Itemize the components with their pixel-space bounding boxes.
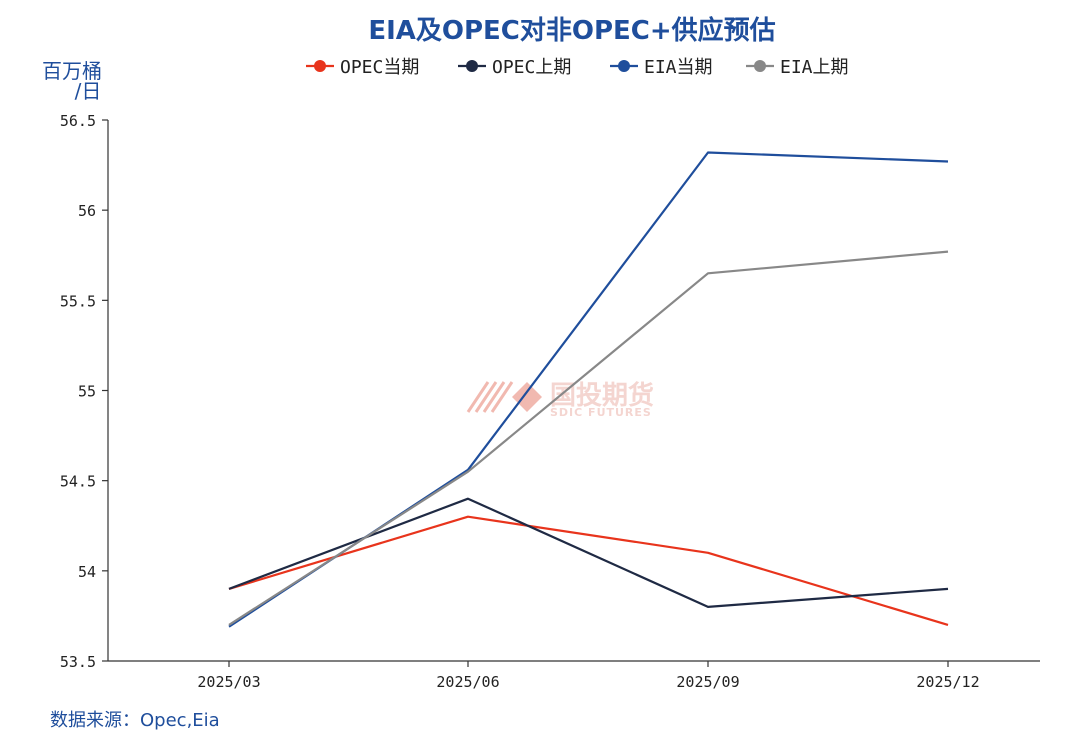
y-axis-unit-line1: 百万桶 bbox=[42, 59, 102, 83]
legend-marker-icon bbox=[314, 60, 326, 72]
watermark-logo-icon bbox=[466, 381, 542, 413]
legend-label: OPEC当期 bbox=[340, 57, 419, 78]
y-tick-label: 53.5 bbox=[60, 653, 96, 671]
legend: OPEC当期 OPEC上期 EIA当期 EIA上期 bbox=[306, 57, 849, 78]
legend-item: OPEC上期 bbox=[458, 57, 571, 78]
series-line-2 bbox=[228, 497, 949, 609]
series-line-1 bbox=[228, 515, 949, 626]
x-tick-label: 2025/12 bbox=[916, 673, 979, 691]
x-tick-label: 2025/03 bbox=[197, 673, 260, 691]
y-tick-label: 54 bbox=[78, 563, 96, 581]
legend-label: EIA当期 bbox=[644, 57, 713, 78]
series-group bbox=[228, 151, 949, 628]
x-tick-label: 2025/06 bbox=[436, 673, 499, 691]
series-line-4 bbox=[228, 250, 949, 626]
axes: 53.5 54 54.5 55 55.5 56 56.5 2025/03 2025/06 2025… bbox=[60, 112, 1040, 691]
y-tick-label: 55.5 bbox=[60, 292, 96, 310]
legend-item: EIA上期 bbox=[746, 57, 849, 78]
legend-item: OPEC当期 bbox=[306, 57, 419, 78]
legend-item: EIA当期 bbox=[610, 57, 713, 78]
data-source: 数据来源：Opec,Eia bbox=[50, 710, 220, 731]
y-tick-label: 54.5 bbox=[60, 473, 96, 491]
y-tick-label: 55 bbox=[78, 383, 96, 401]
watermark: 国投期货 SDIC FUTURES bbox=[466, 380, 654, 419]
legend-marker-icon bbox=[618, 60, 630, 72]
watermark-en: SDIC FUTURES bbox=[550, 406, 652, 419]
y-axis-unit-line2: /日 bbox=[75, 79, 102, 103]
legend-marker-icon bbox=[754, 60, 766, 72]
y-tick-label: 56 bbox=[78, 202, 96, 220]
legend-label: EIA上期 bbox=[780, 57, 849, 78]
watermark-cn: 国投期货 bbox=[550, 380, 654, 411]
legend-marker-icon bbox=[466, 60, 478, 72]
chart-title: EIA及OPEC对非OPEC+供应预估 bbox=[368, 15, 775, 46]
x-tick-label: 2025/09 bbox=[676, 673, 739, 691]
legend-label: OPEC上期 bbox=[492, 57, 571, 78]
y-tick-label: 56.5 bbox=[60, 112, 96, 130]
